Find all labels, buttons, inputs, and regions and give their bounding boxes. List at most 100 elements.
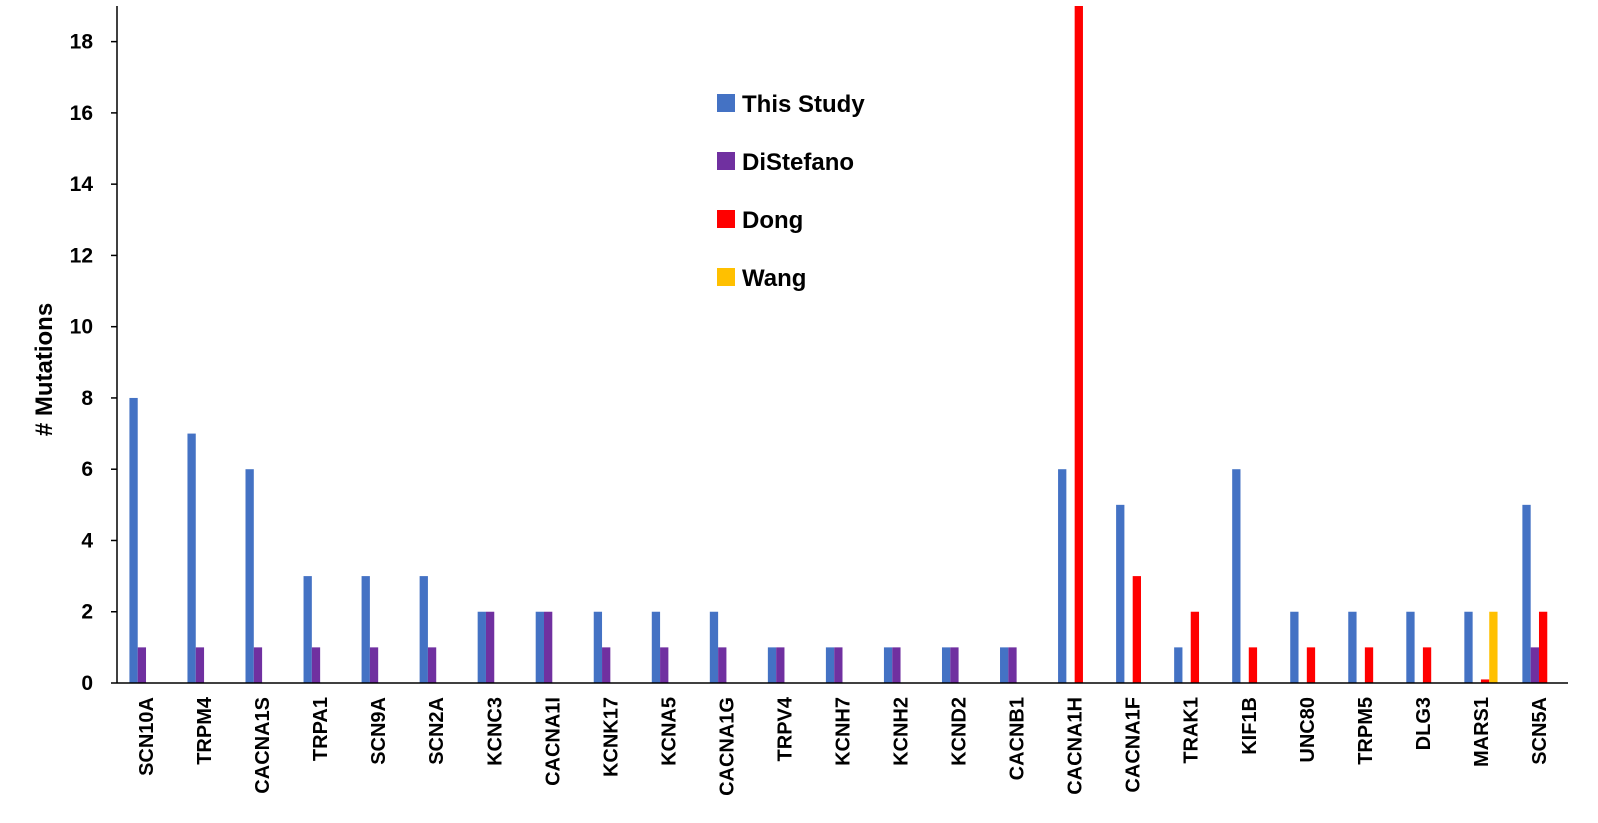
legend-entry: Dong (742, 207, 803, 234)
bar (776, 647, 785, 683)
bar (137, 647, 147, 683)
x-tick-label: TRAK1 (1181, 697, 1203, 764)
bar (303, 576, 312, 683)
bar (1489, 611, 1498, 683)
bar (892, 647, 901, 683)
bar (485, 611, 495, 683)
bar (1464, 611, 1473, 683)
y-tick-label: 12 (70, 244, 93, 267)
bar (1074, 6, 1083, 683)
bar (535, 611, 544, 683)
x-tick-label: KCND2 (949, 697, 971, 766)
bar (361, 576, 370, 683)
bar (593, 611, 603, 683)
y-tick-label: 18 (70, 31, 94, 54)
x-tick-label: CACNA1G (716, 697, 738, 796)
y-axis: 0 2 4 6 8 10 12 14 16 18 (70, 6, 118, 695)
y-tick-label: 8 (81, 387, 93, 410)
bar (651, 611, 661, 683)
bar (1538, 611, 1548, 683)
bars (129, 6, 1548, 683)
bar (660, 647, 669, 683)
legend-entry: This Study (742, 91, 865, 118)
bar (1116, 504, 1125, 683)
bar (1232, 469, 1241, 683)
x-tick-label: DLG3 (1413, 697, 1435, 750)
y-tick-label: 14 (70, 173, 94, 196)
x-tick-label: CACNA1S (252, 697, 274, 794)
x-tick-label: SCN10A (136, 697, 158, 776)
legend-entry: DiStefano (742, 149, 854, 176)
y-tick-label: 0 (81, 672, 93, 695)
bar (1174, 647, 1183, 683)
x-tick-label: SCN5A (1529, 697, 1551, 765)
bar (602, 647, 611, 683)
y-axis-label: # Mutations (31, 303, 58, 436)
bar (1364, 647, 1374, 683)
x-tick-label: KCNC3 (484, 697, 506, 766)
x-tick-label: KCNA5 (658, 697, 680, 766)
bar (369, 647, 379, 683)
x-tick-label: TRPM5 (1355, 697, 1377, 765)
bar (1522, 504, 1531, 683)
bar (253, 647, 263, 683)
bar (419, 576, 428, 683)
bar (1306, 647, 1316, 683)
legend-swatch (717, 152, 735, 170)
bar (1348, 611, 1357, 683)
x-tick-label: TRPA1 (310, 697, 332, 761)
bar (883, 647, 893, 683)
x-tick-label: KCNK17 (600, 697, 622, 777)
bar (477, 611, 486, 683)
bar (1406, 611, 1415, 683)
legend-swatch (717, 268, 735, 286)
y-tick-label: 4 (81, 529, 93, 552)
bar (950, 647, 959, 683)
bar (1132, 576, 1141, 683)
y-tick-label: 2 (81, 601, 93, 624)
bar (427, 647, 437, 683)
y-tick-label: 10 (70, 316, 93, 339)
x-tick-label: CACNA1I (542, 697, 564, 786)
legend: This Study DiStefano Dong Wang (717, 91, 865, 292)
y-tick-label: 16 (70, 102, 93, 125)
bar (941, 647, 951, 683)
bar (195, 647, 205, 683)
x-tick-label: KCNH7 (833, 697, 855, 766)
bar (834, 647, 843, 683)
x-tick-label: SCN2A (426, 697, 448, 765)
bar (1190, 611, 1200, 683)
x-tick-label: MARS1 (1471, 697, 1493, 767)
bar (311, 647, 321, 683)
bar (1058, 469, 1067, 683)
bar (767, 647, 777, 683)
bar (709, 611, 719, 683)
x-tick-label: TRPV4 (774, 696, 796, 761)
bar (1480, 679, 1490, 683)
bar (187, 433, 196, 683)
bar (718, 647, 727, 683)
x-tick-label: UNC80 (1297, 697, 1319, 763)
bar (544, 611, 553, 683)
y-tick-label: 6 (81, 458, 93, 481)
legend-swatch (717, 210, 735, 228)
bar (245, 469, 254, 683)
x-tick-label: CACNB1 (1007, 697, 1029, 780)
bar (1290, 611, 1299, 683)
bar (825, 647, 835, 683)
x-tick-label: CACNA1H (1065, 697, 1087, 795)
bar (1248, 647, 1258, 683)
legend-entry: Wang (742, 265, 806, 292)
x-tick-label: CACNA1F (1123, 697, 1145, 793)
x-tick-label: KIF1B (1239, 697, 1261, 755)
bar (1422, 647, 1432, 683)
bar (1000, 647, 1009, 683)
x-tick-label: SCN9A (368, 697, 390, 765)
bar (1530, 647, 1539, 683)
x-axis: SCN10A TRPM4 CACNA1S TRPA1 SCN9A SCN2A KCNC3 CA… (117, 682, 1568, 796)
legend-swatch (717, 94, 735, 112)
x-tick-label: KCNH2 (891, 697, 913, 766)
bar (129, 397, 138, 683)
x-tick-label: TRPM4 (194, 696, 216, 765)
